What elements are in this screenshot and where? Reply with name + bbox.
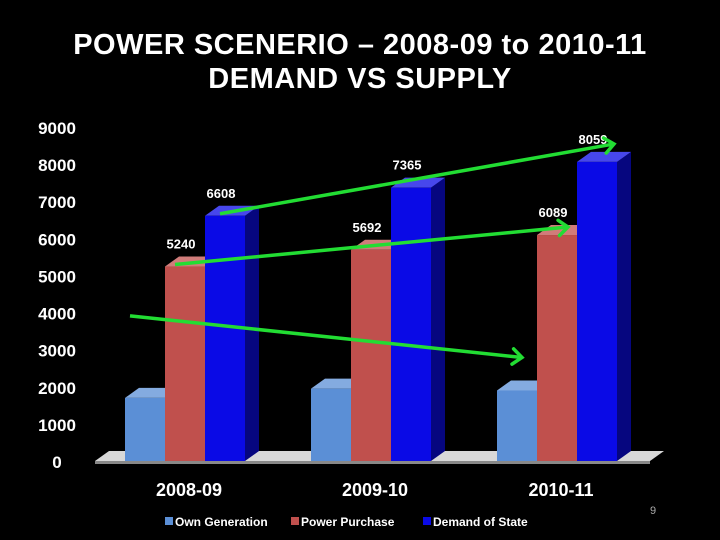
y-tick-label: 7000: [38, 193, 76, 212]
bar-demand-of-state: [577, 151, 631, 461]
data-label: 8059: [579, 132, 608, 147]
y-tick-label: 5000: [38, 267, 76, 286]
arrow-head: [556, 218, 571, 238]
bar-front: [165, 266, 205, 461]
trend-arrow-demand: [219, 136, 617, 216]
title-line-1: POWER SCENERIO – 2008-09 to 2010-11: [73, 29, 647, 61]
legend-item: Power Purchase: [291, 515, 395, 529]
bar-front: [391, 187, 431, 461]
trend-arrow-purchase: [174, 218, 571, 267]
data-label: 5240: [167, 237, 196, 252]
bar-front: [205, 215, 245, 461]
data-label: 6608: [207, 186, 236, 201]
chart-floor-edge: [95, 461, 650, 464]
legend-label: Power Purchase: [301, 515, 395, 529]
bar-front: [351, 249, 391, 461]
bar-side: [617, 151, 631, 461]
bar-side: [431, 177, 445, 461]
y-tick-label: 6000: [38, 230, 76, 249]
arrow-head: [601, 136, 617, 155]
y-tick-label: 4000: [38, 305, 76, 324]
bar-top: [577, 151, 631, 162]
arrow-shaft: [219, 142, 615, 216]
y-tick-label: 3000: [38, 342, 76, 361]
slide-title: POWER SCENERIO – 2008-09 to 2010-11 DEMA…: [0, 28, 720, 96]
data-label: 7365: [393, 158, 422, 173]
legend-item: Demand of State: [423, 515, 528, 529]
title-line-2: DEMAND VS SUPPLY: [208, 63, 512, 95]
legend-swatch: [291, 517, 299, 525]
data-label: 5692: [353, 220, 382, 235]
legend-label: Demand of State: [433, 515, 528, 529]
trend-arrow-own-generation: [129, 314, 525, 366]
bar-front: [537, 235, 577, 461]
legend-swatch: [423, 517, 431, 525]
arrow-shaft: [174, 225, 569, 267]
bar-front: [577, 161, 617, 461]
bar-demand-of-state: [205, 205, 259, 461]
x-category-label: 2008-09: [156, 480, 222, 500]
bar-front: [311, 388, 351, 461]
arrow-shaft: [129, 314, 523, 360]
bar-front: [125, 397, 165, 461]
legend-item: Own Generation: [165, 515, 268, 529]
data-label: 6089: [539, 205, 568, 220]
bar-side: [245, 205, 259, 461]
y-tick-label: 2000: [38, 379, 76, 398]
y-tick-label: 8000: [38, 156, 76, 175]
bar-front: [497, 390, 537, 461]
page-number: 9: [650, 505, 657, 517]
x-category-label: 2010-11: [528, 480, 593, 500]
bar-demand-of-state: [391, 177, 445, 461]
legend-swatch: [165, 517, 173, 525]
arrow-head: [510, 347, 525, 366]
x-category-label: 2009-10: [342, 480, 408, 500]
y-tick-label: 9000: [38, 119, 76, 138]
legend-label: Own Generation: [175, 515, 268, 529]
y-tick-label: 1000: [38, 416, 76, 435]
y-tick-label: 0: [52, 453, 61, 472]
